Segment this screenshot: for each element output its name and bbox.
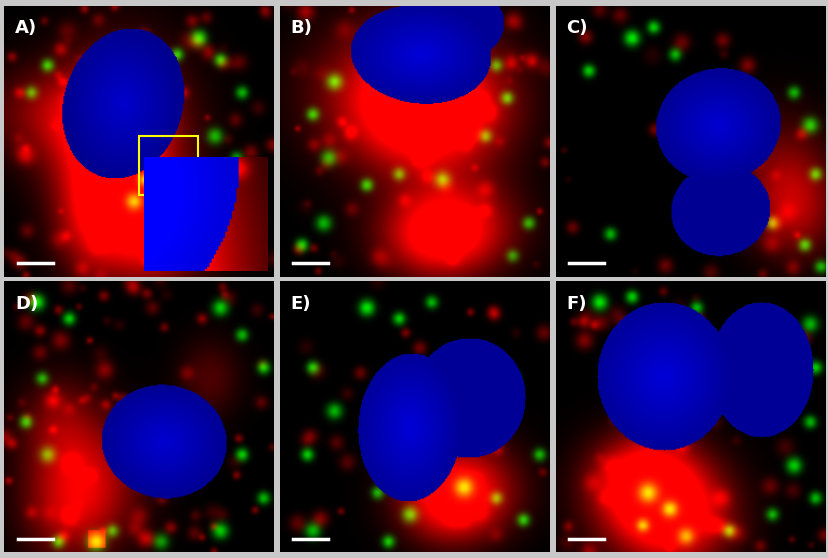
Text: C): C) xyxy=(566,19,587,37)
Text: B): B) xyxy=(291,19,312,37)
Text: F): F) xyxy=(566,295,586,313)
Text: A): A) xyxy=(15,19,37,37)
Bar xyxy=(138,136,198,195)
Text: E): E) xyxy=(291,295,310,313)
Text: D): D) xyxy=(15,295,38,313)
